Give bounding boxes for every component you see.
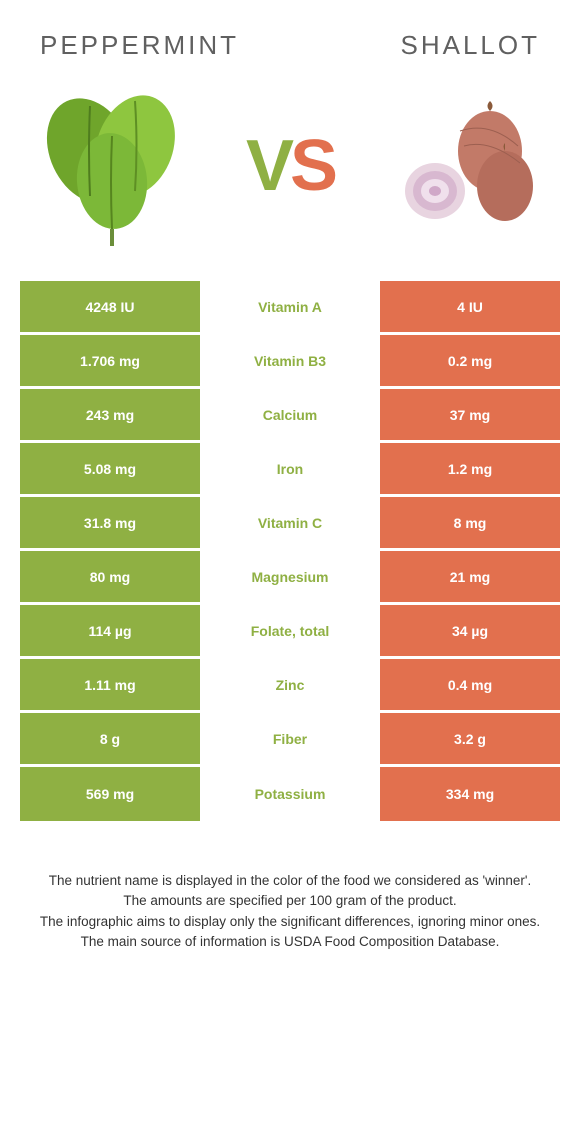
left-value-cell: 569 mg <box>20 767 200 821</box>
right-value-cell: 0.2 mg <box>380 335 560 389</box>
table-row: 243 mgCalcium37 mg <box>20 389 560 443</box>
nutrient-label-cell: Magnesium <box>200 551 380 605</box>
left-value-cell: 114 µg <box>20 605 200 659</box>
left-value-cell: 80 mg <box>20 551 200 605</box>
table-row: 114 µgFolate, total34 µg <box>20 605 560 659</box>
right-value-cell: 34 µg <box>380 605 560 659</box>
nutrient-table: 4248 IUVitamin A4 IU1.706 mgVitamin B30.… <box>20 281 560 821</box>
left-value-cell: 243 mg <box>20 389 200 443</box>
nutrient-label-cell: Calcium <box>200 389 380 443</box>
table-row: 31.8 mgVitamin C8 mg <box>20 497 560 551</box>
hero-row: VS <box>20 81 560 251</box>
table-row: 1.11 mgZinc0.4 mg <box>20 659 560 713</box>
note-line: The amounts are specified per 100 gram o… <box>30 891 550 911</box>
note-line: The main source of information is USDA F… <box>30 932 550 952</box>
table-row: 8 gFiber3.2 g <box>20 713 560 767</box>
table-row: 4248 IUVitamin A4 IU <box>20 281 560 335</box>
nutrient-label-cell: Iron <box>200 443 380 497</box>
left-value-cell: 8 g <box>20 713 200 767</box>
nutrient-label-cell: Vitamin B3 <box>200 335 380 389</box>
note-line: The infographic aims to display only the… <box>30 912 550 932</box>
left-value-cell: 5.08 mg <box>20 443 200 497</box>
footnotes: The nutrient name is displayed in the co… <box>20 871 560 952</box>
nutrient-label-cell: Folate, total <box>200 605 380 659</box>
table-row: 80 mgMagnesium21 mg <box>20 551 560 605</box>
right-value-cell: 37 mg <box>380 389 560 443</box>
nutrient-label-cell: Vitamin C <box>200 497 380 551</box>
left-value-cell: 31.8 mg <box>20 497 200 551</box>
table-row: 5.08 mgIron1.2 mg <box>20 443 560 497</box>
right-value-cell: 21 mg <box>380 551 560 605</box>
right-food-title: Shallot <box>401 30 541 61</box>
nutrient-label-cell: Potassium <box>200 767 380 821</box>
right-value-cell: 1.2 mg <box>380 443 560 497</box>
peppermint-image <box>30 81 200 251</box>
left-value-cell: 1.11 mg <box>20 659 200 713</box>
title-row: Peppermint Shallot <box>20 30 560 61</box>
right-value-cell: 334 mg <box>380 767 560 821</box>
nutrient-label-cell: Fiber <box>200 713 380 767</box>
shallot-image <box>380 81 550 251</box>
mint-leaf-icon <box>30 81 200 251</box>
nutrient-label-cell: Zinc <box>200 659 380 713</box>
vs-s-letter: S <box>290 126 334 206</box>
shallot-icon <box>390 91 540 241</box>
table-row: 1.706 mgVitamin B30.2 mg <box>20 335 560 389</box>
left-value-cell: 4248 IU <box>20 281 200 335</box>
note-line: The nutrient name is displayed in the co… <box>30 871 550 891</box>
left-food-title: Peppermint <box>40 30 239 61</box>
nutrient-label-cell: Vitamin A <box>200 281 380 335</box>
right-value-cell: 0.4 mg <box>380 659 560 713</box>
left-value-cell: 1.706 mg <box>20 335 200 389</box>
right-value-cell: 8 mg <box>380 497 560 551</box>
nutrient-table-body: 4248 IUVitamin A4 IU1.706 mgVitamin B30.… <box>20 281 560 821</box>
infographic-root: Peppermint Shallot VS <box>0 0 580 972</box>
right-value-cell: 3.2 g <box>380 713 560 767</box>
vs-v-letter: V <box>246 126 290 206</box>
vs-label: VS <box>246 125 334 207</box>
right-value-cell: 4 IU <box>380 281 560 335</box>
table-row: 569 mgPotassium334 mg <box>20 767 560 821</box>
